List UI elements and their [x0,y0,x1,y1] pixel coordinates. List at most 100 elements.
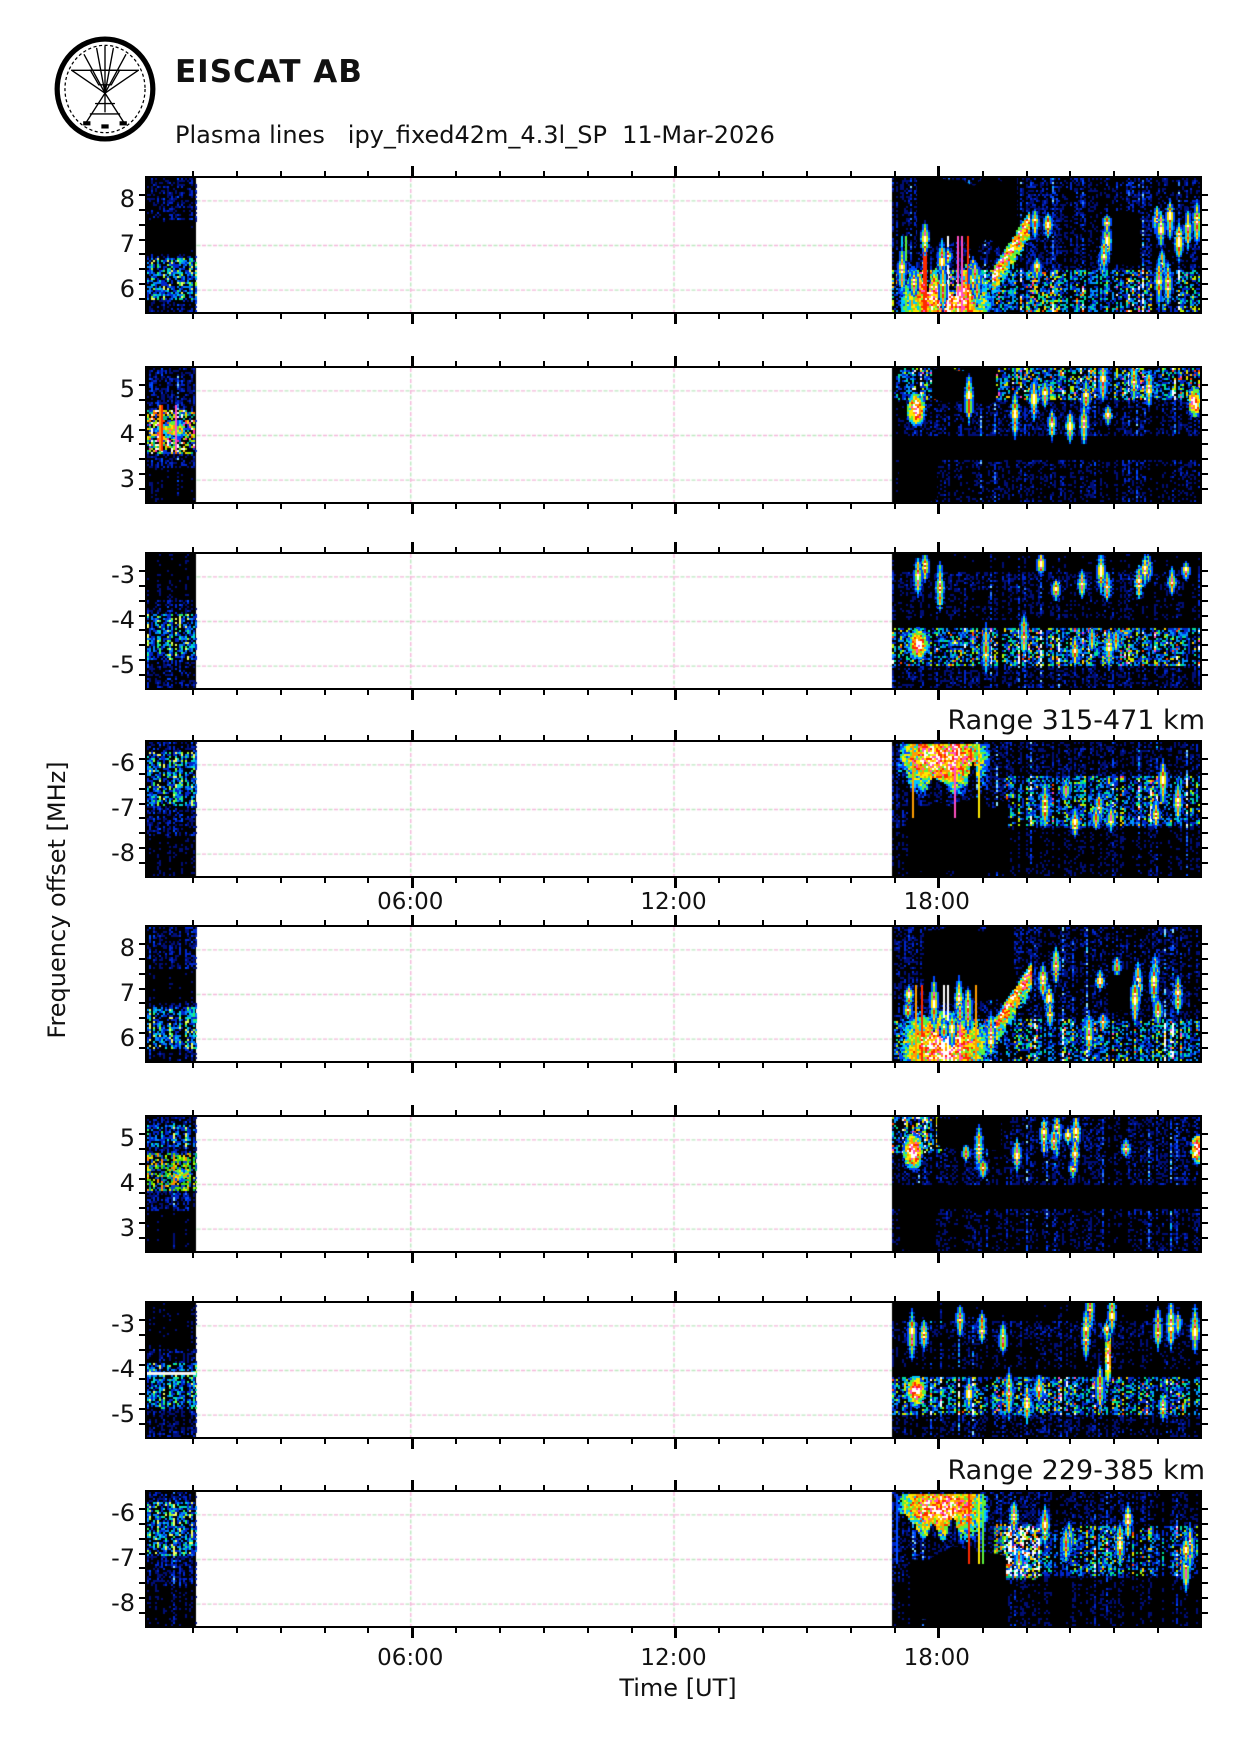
x-minor-tick [367,1439,370,1444]
x-minor-tick [1025,690,1028,695]
x-minor-tick [850,1063,852,1068]
x-minor-tick [499,1063,501,1068]
x-major-tick [937,915,941,925]
x-major-tick [937,1253,941,1263]
x-major-tick [674,878,677,888]
range-label-upper: Range 315-471 km [947,705,1206,736]
x-minor-tick [235,361,238,366]
y-minor-tick [1202,599,1208,602]
x-minor-tick [1157,361,1160,366]
x-minor-tick [279,1063,282,1068]
x-minor-tick [455,547,458,552]
x-tick-label-row2: 12:00 [640,1645,707,1671]
y-tick-label: -5 [111,1399,135,1428]
x-minor-tick [499,920,501,925]
x-minor-tick [1025,361,1028,366]
x-minor-tick [367,1296,370,1301]
y-minor-tick [1202,942,1208,945]
x-major-tick [674,1439,677,1449]
y-minor-tick [139,1612,145,1615]
y-minor-tick [1202,1348,1208,1351]
y-minor-tick [1202,629,1208,632]
x-tick-label-row2: 06:00 [377,1645,444,1671]
x-minor-tick [455,878,458,883]
x-minor-tick [1025,171,1028,176]
x-major-tick [410,730,414,740]
y-minor-tick [139,1333,145,1336]
y-minor-tick [1202,1047,1208,1050]
x-minor-tick [893,1628,896,1633]
x-minor-tick [630,504,633,509]
x-minor-tick [1025,1063,1028,1068]
x-minor-tick [1025,1628,1028,1633]
y-minor-tick [1202,1207,1208,1210]
y-minor-tick [1202,413,1208,416]
x-minor-tick [1113,1063,1116,1068]
x-minor-tick [235,171,238,176]
x-major-tick [937,1291,941,1301]
y-minor-tick [1202,1162,1208,1165]
x-minor-tick [586,920,589,925]
x-minor-tick [1069,171,1072,176]
x-minor-tick [323,361,326,366]
y-minor-tick [139,193,145,196]
y-minor-tick [1202,614,1208,617]
x-minor-tick [762,504,765,509]
y-tick-label: -8 [111,838,135,867]
x-minor-tick [279,735,282,740]
x-minor-tick [630,171,633,176]
x-minor-tick [367,361,370,366]
x-minor-tick [850,1110,852,1115]
y-minor-tick [139,1423,145,1426]
x-minor-tick [1157,1485,1160,1490]
y-minor-tick [139,208,145,211]
y-tick-label: 3 [119,1213,135,1242]
x-minor-tick [630,1628,633,1633]
y-tick-label: -5 [111,650,135,679]
y-minor-tick [139,443,145,446]
x-minor-tick [323,920,326,925]
y-minor-tick [1202,1147,1208,1150]
x-major-tick [674,356,677,366]
y-tick-label: 8 [119,934,135,963]
x-major-tick [674,1291,677,1301]
x-minor-tick [893,1063,896,1068]
x-minor-tick [279,1485,282,1490]
x-minor-tick [981,878,984,883]
x-minor-tick [542,690,545,695]
x-minor-tick [1113,1628,1116,1633]
y-minor-tick [139,458,145,461]
y-minor-tick [1202,428,1208,431]
x-major-tick [410,1628,414,1638]
x-minor-tick [762,361,765,366]
x-minor-tick [542,878,545,883]
x-minor-tick [762,1296,765,1301]
x-minor-tick [367,504,370,509]
x-minor-tick [893,1253,896,1258]
x-minor-tick [1157,920,1160,925]
x-minor-tick [586,735,589,740]
x-minor-tick [323,878,326,883]
x-tick-label-row1: 06:00 [377,889,444,915]
x-minor-tick [235,1253,238,1258]
y-minor-tick [139,1192,145,1195]
x-minor-tick [762,1439,765,1444]
x-major-tick [410,1480,414,1490]
x-minor-tick [1025,878,1028,883]
x-minor-tick [279,1110,282,1115]
y-minor-tick [1202,957,1208,960]
x-minor-tick [981,735,984,740]
x-minor-tick [718,878,721,883]
x-minor-tick [630,1439,633,1444]
x-minor-tick [586,690,589,695]
y-minor-tick [139,847,145,850]
spectrogram-panel-3 [139,542,1208,700]
x-minor-tick [1069,361,1072,366]
x-major-tick [937,690,941,700]
x-minor-tick [323,314,326,319]
x-minor-tick [630,314,633,319]
x-minor-tick [367,547,370,552]
x-minor-tick [630,735,633,740]
x-minor-tick [630,1485,633,1490]
y-minor-tick [139,802,145,805]
